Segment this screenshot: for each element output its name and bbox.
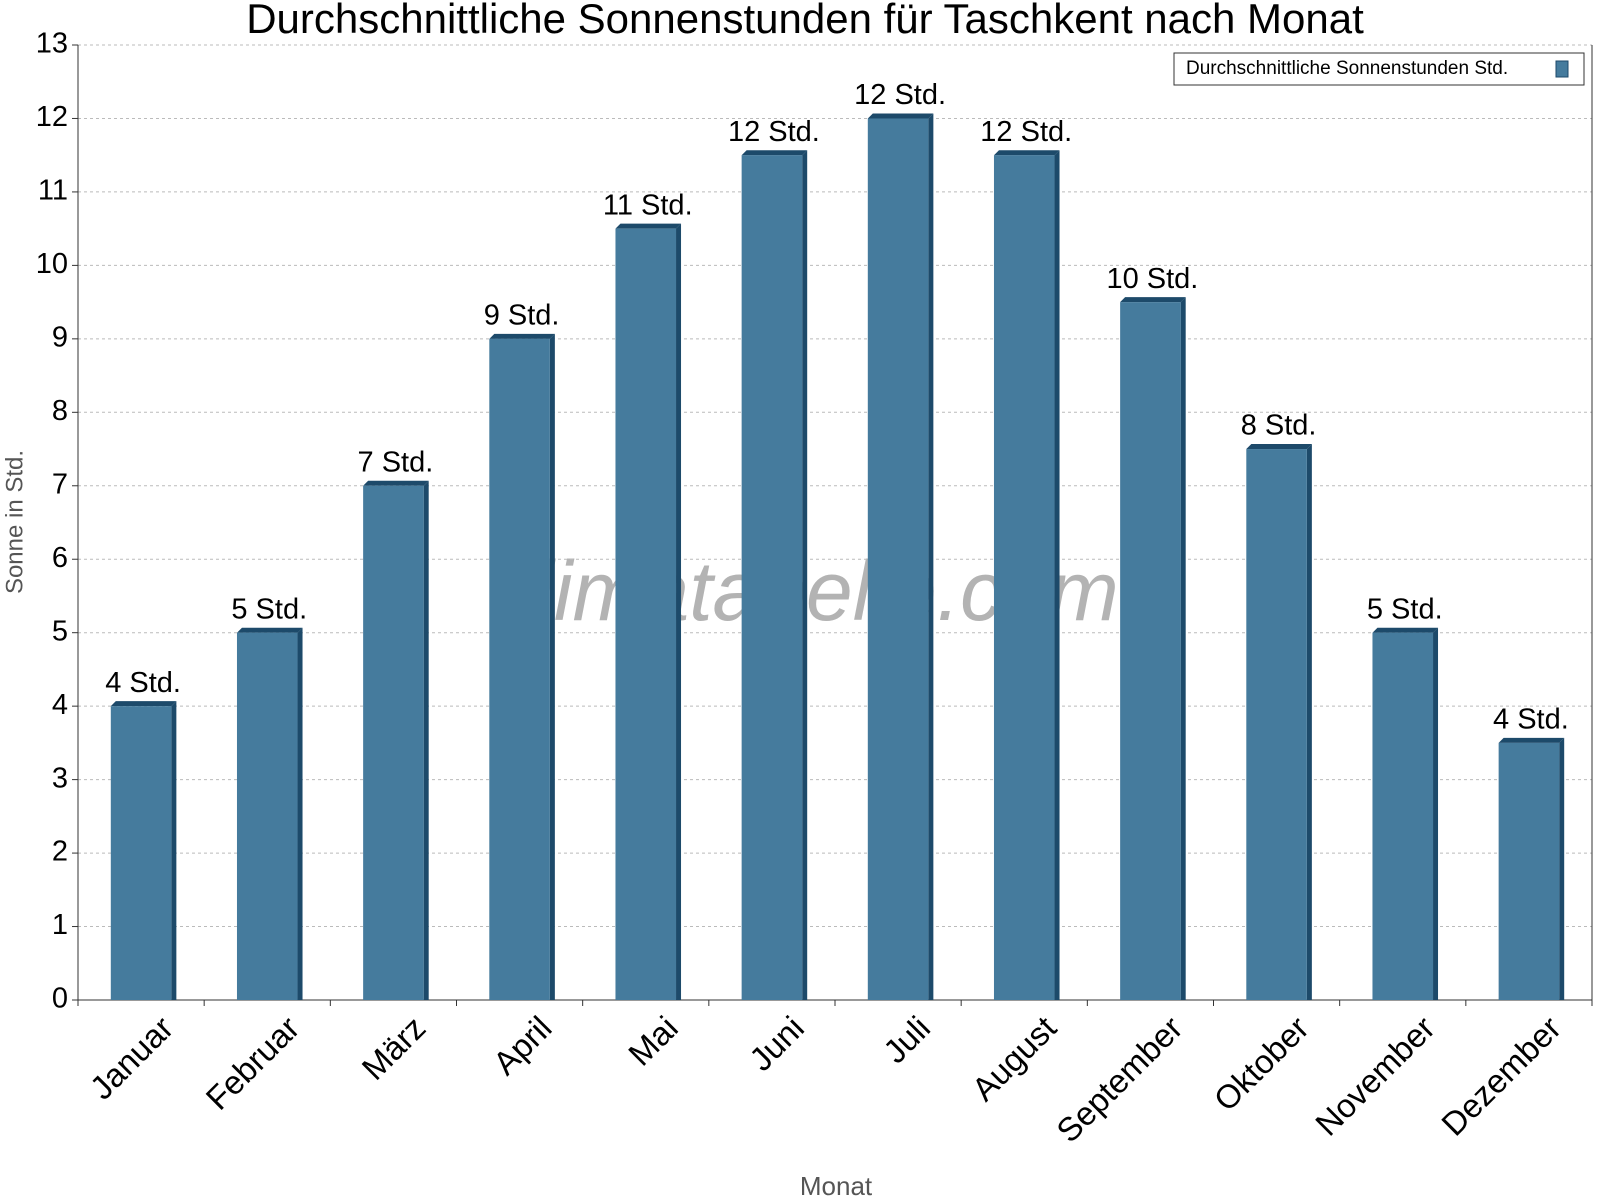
bar-side [1180, 297, 1186, 1001]
data-label: 4 Std. [105, 667, 181, 699]
x-tick-label: Dezember [1434, 1009, 1568, 1143]
data-label: 5 Std. [231, 593, 307, 625]
bar [1372, 632, 1434, 1000]
bar-side [171, 701, 177, 1000]
bar [1498, 742, 1560, 1000]
bar [236, 632, 298, 1000]
y-tick-label: 7 [52, 468, 68, 500]
data-label: 9 Std. [484, 300, 560, 332]
data-label: 10 Std. [1106, 263, 1198, 295]
bar-side [676, 223, 682, 1001]
bar [867, 118, 929, 1000]
y-axis-title: Sonne in Std. [1, 450, 28, 594]
bar-side [1306, 444, 1312, 1000]
legend-box [1173, 52, 1585, 86]
bar-top [993, 150, 1060, 156]
data-label: 4 Std. [1493, 704, 1569, 736]
bar-side [423, 480, 429, 1000]
bar-side [1559, 737, 1565, 1000]
bar [1246, 449, 1307, 1000]
bar-side [802, 150, 808, 1000]
y-tick-label: 13 [36, 28, 68, 60]
bar [363, 485, 424, 1000]
bar-top [489, 333, 555, 339]
x-tick-label: Juli [876, 1009, 937, 1070]
x-tick-label: Juni [742, 1009, 811, 1078]
chart-title: Durchschnittliche Sonnenstunden für Tasc… [246, 0, 1364, 42]
bar [489, 338, 550, 1000]
y-tick-label: 6 [52, 542, 68, 574]
bar [615, 228, 677, 1001]
bar-top [1246, 444, 1312, 450]
bar [993, 155, 1055, 1000]
bar-side [1054, 150, 1060, 1000]
y-tick-label: 2 [52, 836, 68, 868]
y-tick-label: 4 [52, 689, 68, 721]
x-tick-label: März [355, 1009, 433, 1087]
legend-swatch [1555, 60, 1569, 78]
bar-side [549, 333, 555, 1000]
x-tick-label: September [1049, 1009, 1189, 1149]
x-tick-label: Mai [621, 1009, 685, 1073]
bar-top [110, 701, 177, 707]
bar-side [1433, 627, 1439, 1000]
data-label: 12 Std. [854, 79, 946, 111]
bar [741, 155, 803, 1000]
bar-top [1120, 297, 1186, 303]
bar [110, 706, 172, 1000]
bar-top [363, 480, 429, 486]
bar-top [236, 627, 303, 633]
y-tick-label: 8 [52, 395, 68, 427]
data-label: 12 Std. [980, 116, 1072, 148]
y-tick-label: 3 [52, 762, 68, 794]
data-label: 5 Std. [1367, 593, 1443, 625]
x-tick-label: November [1308, 1009, 1442, 1143]
bar-top [1498, 737, 1565, 743]
data-label: 8 Std. [1241, 410, 1317, 442]
y-tick-label: 10 [36, 248, 68, 280]
y-tick-label: 11 [38, 175, 68, 207]
y-tick-label: 5 [52, 615, 68, 647]
x-tick-label: Oktober [1207, 1009, 1316, 1118]
x-tick-label: Januar [83, 1009, 181, 1107]
x-tick-label: Februar [198, 1009, 306, 1117]
y-tick-label: 12 [36, 101, 68, 133]
bar-top [741, 150, 808, 156]
bar-side [297, 627, 303, 1000]
y-tick-label: 9 [52, 322, 68, 354]
x-axis-title: Monat [800, 1171, 873, 1200]
y-tick-label: 1 [52, 909, 68, 941]
legend-label: Durchschnittliche Sonnenstunden Std. [1186, 58, 1508, 79]
data-label: 7 Std. [358, 446, 434, 478]
bar-top [867, 113, 934, 119]
y-tick-label: 0 [52, 983, 68, 1015]
bar [1120, 302, 1181, 1001]
bar-top [615, 223, 682, 229]
bar-top [1372, 627, 1439, 633]
bar-side [928, 113, 934, 1000]
data-label: 11 Std. [603, 189, 693, 221]
x-tick-label: August [965, 1009, 1064, 1108]
data-label: 12 Std. [728, 116, 820, 148]
x-tick-label: April [486, 1009, 559, 1082]
